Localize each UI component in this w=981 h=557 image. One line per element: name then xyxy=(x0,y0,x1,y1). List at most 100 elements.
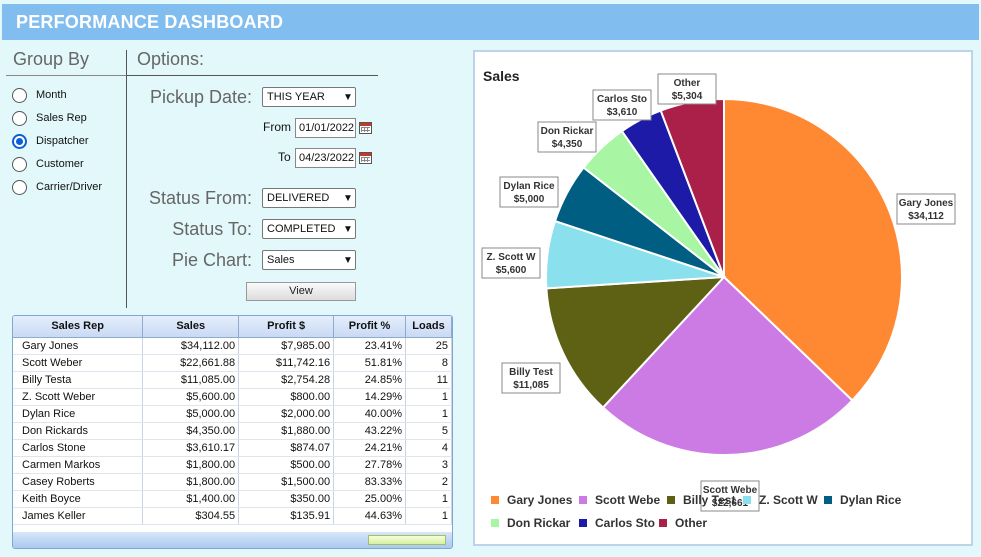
radio-sales-rep[interactable] xyxy=(12,110,27,126)
loads-cell: 25 xyxy=(405,337,452,355)
loads-cell: 5 xyxy=(405,422,452,440)
profit-percent-cell: 43.22% xyxy=(333,422,406,440)
group-by-dispatcher-option[interactable]: Dispatcher xyxy=(12,133,89,149)
loads-cell: 2 xyxy=(405,473,452,491)
legend-item[interactable]: Gary Jones xyxy=(491,493,573,507)
pickup-date-select[interactable]: THIS YEAR ▼ xyxy=(262,87,356,107)
group-by-month-option[interactable]: Month xyxy=(12,87,67,103)
slice-label-box xyxy=(896,193,956,225)
pickup-date-value: THIS YEAR xyxy=(267,91,325,103)
legend-swatch xyxy=(491,496,499,504)
slice-label-box xyxy=(657,73,717,105)
table-row[interactable]: Dylan Rice $5,000.00 $2,000.00 40.00% 1 xyxy=(13,405,452,423)
loads-cell: 1 xyxy=(405,388,452,406)
sales-rep-cell: Billy Testa xyxy=(13,371,144,389)
legend-swatch xyxy=(824,496,832,504)
table-row[interactable]: Don Rickards $4,350.00 $1,880.00 43.22% 5 xyxy=(13,422,452,440)
chevron-down-icon: ▼ xyxy=(343,192,353,204)
slice-label-value: $4,350 xyxy=(552,139,583,150)
profit-amount-cell: $874.07 xyxy=(238,439,335,457)
column-header-profit-percent[interactable]: Profit % xyxy=(333,316,406,338)
table-row[interactable]: Billy Testa $11,085.00 $2,754.28 24.85% 11 xyxy=(13,371,452,389)
sales-rep-cell: Casey Roberts xyxy=(13,473,144,491)
sales-rep-cell: James Keller xyxy=(13,507,144,525)
status-to-select[interactable]: COMPLETED ▼ xyxy=(262,219,356,239)
legend-item[interactable]: Other xyxy=(659,516,707,530)
radio-month[interactable] xyxy=(12,87,27,103)
legend-label: Other xyxy=(675,516,707,530)
profit-amount-cell: $135.91 xyxy=(238,507,335,525)
profit-percent-cell: 83.33% xyxy=(333,473,406,491)
group-by-title: Group By xyxy=(13,49,90,69)
pie-slice[interactable] xyxy=(545,275,727,409)
slice-label: Dylan Rice $5,000 xyxy=(499,176,559,208)
column-header-sales-rep[interactable]: Sales Rep xyxy=(13,316,144,338)
table-row[interactable]: Gary Jones $34,112.00 $7,985.00 23.41% 25 xyxy=(13,337,452,355)
table-row[interactable]: James Keller $304.55 $135.91 44.63% 1 xyxy=(13,507,452,525)
pie-slice[interactable] xyxy=(601,275,854,456)
loads-cell: 1 xyxy=(405,490,452,508)
table-row[interactable]: Scott Weber $22,661.88 $11,742.16 51.81% 8 xyxy=(13,354,452,372)
table-row[interactable]: Carmen Markos $1,800.00 $500.00 27.78% 3 xyxy=(13,456,452,474)
to-label: To xyxy=(278,150,291,164)
slice-label: Z. Scott W $5,600 xyxy=(481,247,541,279)
profit-amount-cell: $2,000.00 xyxy=(238,405,335,423)
legend-item[interactable]: Don Rickar xyxy=(491,516,571,530)
radio-label-dispatcher: Dispatcher xyxy=(36,135,89,147)
calendar-icon[interactable] xyxy=(359,152,372,164)
sales-cell: $1,400.00 xyxy=(142,490,240,508)
radio-carrier-driver[interactable] xyxy=(12,179,27,195)
group-by-carrier-driver-option[interactable]: Carrier/Driver xyxy=(12,179,102,195)
to-date-input[interactable]: 04/23/2022 xyxy=(295,148,356,168)
slice-label: Billy Test $11,085 xyxy=(501,362,561,394)
legend-swatch xyxy=(743,496,751,504)
legend-label: Carlos Sto xyxy=(595,516,655,530)
legend-item[interactable]: Dylan Rice xyxy=(824,493,902,507)
profit-percent-cell: 24.85% xyxy=(333,371,406,389)
status-from-select[interactable]: DELIVERED ▼ xyxy=(262,188,356,208)
slice-label: Other $5,304 xyxy=(657,73,717,105)
sales-cell: $34,112.00 xyxy=(142,337,240,355)
profit-amount-cell: $800.00 xyxy=(238,388,335,406)
profit-percent-cell: 25.00% xyxy=(333,490,406,508)
table-row[interactable]: Keith Boyce $1,400.00 $350.00 25.00% 1 xyxy=(13,490,452,508)
sales-rep-cell: Dylan Rice xyxy=(13,405,144,423)
radio-label-month: Month xyxy=(36,89,67,101)
table-row[interactable]: Z. Scott Weber $5,600.00 $800.00 14.29% 1 xyxy=(13,388,452,406)
slice-label-value: $3,610 xyxy=(607,107,638,118)
sales-cell: $3,610.17 xyxy=(142,439,240,457)
column-header-loads[interactable]: Loads xyxy=(405,316,452,338)
legend-item[interactable]: Scott Webe xyxy=(579,493,660,507)
slice-label-name: Don Rickar xyxy=(541,126,594,137)
scrollbar-thumb[interactable] xyxy=(368,535,446,545)
group-by-customer-option[interactable]: Customer xyxy=(12,156,84,172)
legend-item[interactable]: Carlos Sto xyxy=(579,516,655,530)
view-button[interactable]: View xyxy=(246,282,356,301)
slice-label-value: $5,600 xyxy=(496,265,527,276)
group-by-sales-rep-option[interactable]: Sales Rep xyxy=(12,110,87,126)
legend-swatch xyxy=(579,519,587,527)
pie-chart-select[interactable]: Sales ▼ xyxy=(262,250,356,270)
options-title: Options: xyxy=(137,49,205,69)
status-from-value: DELIVERED xyxy=(267,192,330,204)
loads-cell: 8 xyxy=(405,354,452,372)
loads-cell: 3 xyxy=(405,456,452,474)
profit-percent-cell: 40.00% xyxy=(333,405,406,423)
sales-rep-cell: Z. Scott Weber xyxy=(13,388,144,406)
table-row[interactable]: Carlos Stone $3,610.17 $874.07 24.21% 4 xyxy=(13,439,452,457)
legend-item[interactable]: Billy Test xyxy=(667,493,735,507)
radio-customer[interactable] xyxy=(12,156,27,172)
radio-dispatcher[interactable] xyxy=(12,133,27,149)
slice-label-name: Dylan Rice xyxy=(503,181,555,192)
sales-cell: $1,800.00 xyxy=(142,456,240,474)
calendar-icon[interactable] xyxy=(359,122,372,134)
from-date-input[interactable]: 01/01/2022 xyxy=(295,118,356,138)
sales-cell: $4,350.00 xyxy=(142,422,240,440)
column-header-profit-amount[interactable]: Profit $ xyxy=(238,316,335,338)
legend-item[interactable]: Z. Scott W xyxy=(743,493,818,507)
pie-slice[interactable] xyxy=(723,97,903,402)
options-vertical-divider xyxy=(126,50,127,308)
column-header-sales[interactable]: Sales xyxy=(142,316,240,338)
table-row[interactable]: Casey Roberts $1,800.00 $1,500.00 83.33% 2 xyxy=(13,473,452,491)
